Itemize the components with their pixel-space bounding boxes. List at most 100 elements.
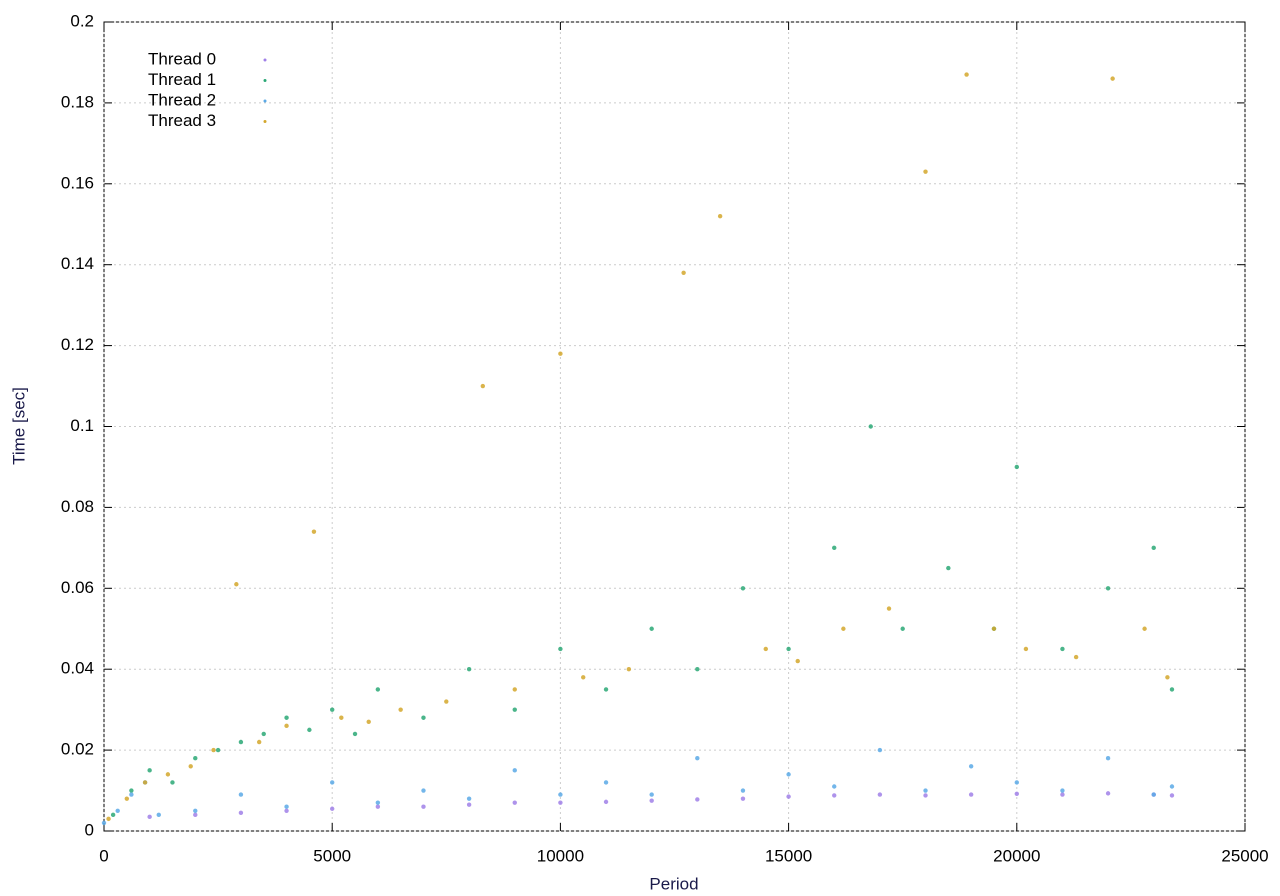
point (330, 707, 335, 712)
point (649, 792, 654, 797)
point (832, 784, 837, 789)
point (421, 788, 426, 793)
point (1169, 793, 1175, 798)
x-tick-label: 25000 (1221, 846, 1268, 865)
point (740, 586, 746, 591)
point (238, 810, 244, 815)
point (1110, 76, 1115, 81)
legend-label: Thread 1 (148, 70, 216, 89)
x-tick-label: 20000 (993, 846, 1040, 865)
point (238, 739, 244, 745)
point (211, 747, 216, 753)
point (1014, 780, 1019, 785)
point (311, 529, 317, 534)
point (786, 646, 791, 652)
point (156, 812, 161, 818)
point (142, 780, 148, 785)
point (1105, 586, 1111, 591)
point (147, 768, 152, 773)
point (215, 747, 221, 753)
legend-marker (263, 120, 267, 123)
point (352, 731, 358, 737)
point (147, 814, 152, 820)
point (795, 658, 800, 664)
point (366, 719, 371, 724)
point (695, 667, 700, 672)
y-tick-label: 0.2 (70, 11, 94, 30)
point (877, 747, 883, 753)
x-axis-title: Period (649, 874, 698, 893)
point (188, 764, 193, 769)
point (763, 646, 768, 652)
point (832, 545, 837, 551)
point (695, 797, 700, 802)
point (512, 768, 517, 773)
point (193, 755, 198, 761)
legend-label: Thread 2 (148, 90, 216, 109)
point (375, 800, 381, 805)
point (129, 792, 134, 797)
point (165, 772, 171, 777)
point (603, 799, 609, 805)
point (603, 780, 609, 785)
legend-label: Thread 0 (148, 49, 216, 68)
point (170, 780, 175, 785)
point (466, 796, 472, 801)
point (1014, 791, 1019, 796)
y-tick-label: 0.02 (61, 740, 94, 759)
point (581, 675, 586, 680)
point (1165, 675, 1170, 680)
point (101, 820, 107, 826)
legend-marker (263, 79, 267, 82)
point (649, 798, 654, 803)
legend-marker (263, 58, 267, 62)
point (991, 626, 997, 631)
point (832, 793, 837, 798)
point (681, 270, 686, 275)
point (284, 808, 289, 813)
point (193, 808, 198, 813)
point (115, 808, 120, 813)
point (284, 804, 289, 809)
point (375, 804, 381, 809)
point (1151, 545, 1156, 551)
point (339, 715, 344, 720)
point (480, 383, 486, 389)
point (740, 788, 746, 793)
point (261, 731, 266, 737)
y-tick-label: 0.14 (61, 254, 94, 273)
point (234, 582, 239, 587)
point (110, 812, 116, 818)
point (964, 72, 969, 77)
point (1060, 788, 1065, 793)
y-tick-label: 0 (85, 820, 94, 839)
point (106, 816, 111, 822)
x-tick-label: 15000 (765, 846, 812, 865)
point (238, 792, 244, 797)
point (786, 772, 791, 777)
point (603, 687, 609, 692)
x-tick-label: 10000 (537, 846, 584, 865)
point (284, 723, 289, 729)
point (124, 796, 130, 801)
y-tick-label: 0.18 (61, 92, 94, 111)
point (877, 792, 883, 797)
point (968, 764, 974, 769)
point (923, 169, 928, 174)
legend-marker (263, 99, 267, 103)
point (558, 646, 563, 652)
point (868, 424, 873, 429)
y-tick-label: 0.08 (61, 497, 94, 516)
point (466, 667, 472, 672)
point (512, 707, 517, 712)
point (1060, 646, 1065, 652)
y-tick-label: 0.06 (61, 578, 94, 597)
point (946, 565, 951, 571)
point (421, 715, 426, 720)
point (1142, 626, 1147, 631)
point (330, 806, 335, 811)
point (256, 739, 262, 745)
point (626, 667, 632, 672)
point (1169, 784, 1175, 789)
